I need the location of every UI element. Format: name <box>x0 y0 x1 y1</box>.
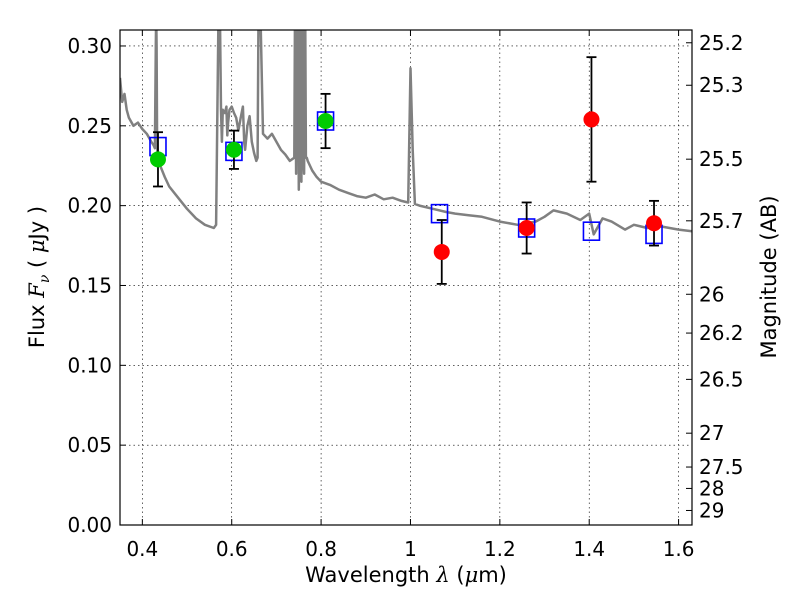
y-tick-label: 0.20 <box>67 194 112 218</box>
plot-frame <box>119 29 693 526</box>
magnitude-tick-label: 27 <box>699 421 724 445</box>
x-tick-label: 0.8 <box>305 537 337 561</box>
y-tick-label: 0.05 <box>67 433 112 457</box>
y-tick-label: 0.30 <box>67 34 112 58</box>
y-tick-label: 0.15 <box>67 273 112 297</box>
x-tick-label: 1.2 <box>484 537 516 561</box>
y-tick-label: 0.00 <box>67 513 112 537</box>
y-tick-label: 0.25 <box>67 114 112 138</box>
observed-flux-point <box>225 141 242 158</box>
magnitude-tick-label: 25.7 <box>699 209 744 233</box>
observed-flux-point <box>646 215 663 232</box>
tick-marks <box>120 30 692 526</box>
observed-flux-point <box>317 113 334 130</box>
x-tick-label: 0.6 <box>216 537 248 561</box>
x-tick-labels: 0.4 0.6 0.8 1 1.2 1.4 1.6 <box>126 537 694 561</box>
error-bars <box>152 56 660 285</box>
magnitude-tick-label: 29 <box>699 498 724 522</box>
magnitude-tick-label: 27.5 <box>699 455 744 479</box>
magnitude-tick-label: 25.5 <box>699 147 744 171</box>
x-tick-label: 0.4 <box>126 537 158 561</box>
magnitude-axis-label: Magnitude (AB) <box>757 195 781 358</box>
observed-flux-point <box>583 111 600 128</box>
magnitude-tick-label: 25.3 <box>699 73 744 97</box>
x-tick-label: 1 <box>404 537 417 561</box>
plot-background <box>120 30 692 525</box>
y-axis-label: Flux Fν ( μJy ) <box>25 206 53 348</box>
model-flux-square <box>582 221 601 241</box>
y-tick-label: 0.10 <box>67 353 112 377</box>
y-tick-labels: 0.00 0.05 0.10 0.15 0.20 0.25 0.30 <box>67 34 112 537</box>
x-tick-label: 1.6 <box>663 537 695 561</box>
model-sed-line <box>120 30 692 236</box>
model-flux-square <box>430 203 449 224</box>
magnitude-tick-label: 26.2 <box>699 321 744 345</box>
x-tick-label: 1.4 <box>573 537 605 561</box>
observed-flux-point <box>518 220 535 236</box>
observed-flux-point <box>433 243 450 260</box>
magnitude-tick-label: 26 <box>699 282 724 306</box>
observed-flux-points <box>149 111 663 260</box>
observed-flux-point <box>149 151 166 168</box>
magnitude-tick-label: 25.2 <box>699 31 744 55</box>
x-axis-label: Wavelength λ (μm) <box>305 563 507 587</box>
magnitude-tick-label: 26.5 <box>699 367 744 391</box>
plot-area <box>120 30 692 285</box>
magnitude-tick-label: 28 <box>699 476 724 500</box>
